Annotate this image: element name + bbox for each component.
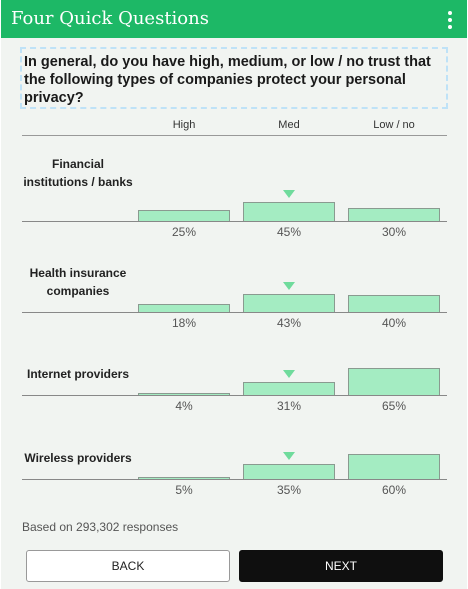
row-baseline: [22, 395, 447, 396]
row-label: Health insurance companies: [29, 266, 127, 298]
your-answer-marker-icon: [283, 452, 295, 460]
percent-label: 5%: [175, 483, 193, 497]
question-text: In general, do you have high, medium, or…: [20, 47, 448, 109]
percent-label: 35%: [276, 483, 302, 497]
percent-label: 65%: [381, 399, 407, 413]
column-header-low: Low / no: [373, 119, 415, 131]
percent-label: 30%: [381, 225, 407, 239]
app-title: Four Quick Questions: [11, 8, 209, 29]
your-answer-marker-icon: [283, 370, 295, 378]
percent-label: 40%: [381, 316, 407, 330]
result-bar: [243, 202, 335, 221]
percent-label: 60%: [381, 483, 407, 497]
more-vert-icon[interactable]: [447, 11, 453, 29]
result-bar: [243, 464, 335, 479]
row-label: Financial institutions / banks: [23, 157, 133, 189]
result-bar: [243, 294, 335, 312]
percent-label: 45%: [276, 225, 302, 239]
app-bar: Four Quick Questions: [1, 0, 467, 38]
percent-label: 18%: [171, 316, 197, 330]
percent-label: 4%: [175, 399, 193, 413]
result-bar: [348, 368, 440, 395]
result-bar: [243, 382, 335, 395]
result-bar: [138, 393, 230, 395]
result-bar: [348, 208, 440, 221]
percent-label: 31%: [276, 399, 302, 413]
result-bar: [348, 295, 440, 312]
column-header-high: High: [172, 119, 196, 131]
column-header-med: Med: [278, 119, 300, 131]
row-label: Wireless providers: [24, 451, 132, 465]
header-divider: [22, 135, 447, 136]
result-bar: [348, 454, 440, 479]
percent-label: 25%: [171, 225, 197, 239]
your-answer-marker-icon: [283, 190, 295, 198]
row-label: Internet providers: [26, 367, 130, 381]
your-answer-marker-icon: [283, 282, 295, 290]
back-button[interactable]: BACK: [26, 550, 230, 582]
next-button[interactable]: NEXT: [239, 550, 443, 582]
row-baseline: [22, 312, 447, 313]
row-baseline: [22, 479, 447, 480]
result-bar: [138, 304, 230, 312]
row-baseline: [22, 221, 447, 222]
result-bar: [138, 210, 230, 221]
result-bar: [138, 477, 230, 479]
response-count: Based on 293,302 responses: [22, 520, 179, 534]
percent-label: 43%: [276, 316, 302, 330]
